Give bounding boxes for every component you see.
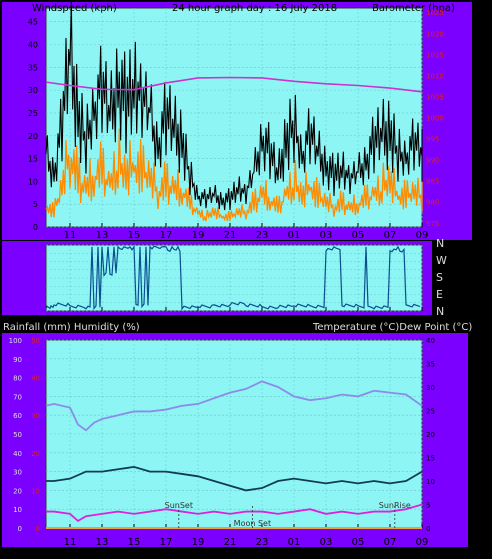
x-tick-label: 05 — [352, 230, 365, 241]
y2-tick-label: 30 — [426, 384, 435, 392]
x-tick-label: 03 — [320, 230, 333, 241]
y-tick-label: 0 — [33, 223, 38, 232]
compass-e: E — [436, 288, 443, 301]
y-tick-label: 30 — [28, 86, 38, 95]
x-tick-label: 05 — [352, 537, 365, 548]
x-tick-label: 11 — [64, 537, 77, 548]
y2-tick-label: 1015 — [426, 51, 444, 59]
chart-title: 24 hour graph day : 16 July 2018 — [172, 3, 337, 14]
x-tick-label: 03 — [320, 537, 333, 548]
y-tick-label: 90 — [13, 356, 22, 364]
marker-label: SunRise — [379, 501, 411, 510]
y2-tick-label: 25 — [426, 408, 435, 416]
y2-tick-label: 1025 — [426, 9, 444, 17]
temp-dew-axis-label: Temperature (°C)Dew Point (°C) — [312, 322, 472, 333]
y2-tick-label: 985 — [426, 178, 439, 186]
rain-tick-label: 40 — [31, 375, 40, 383]
y-tick-label: 5 — [33, 200, 38, 209]
x-tick-label: 11 — [64, 230, 77, 241]
y2-tick-label: 40 — [426, 337, 435, 345]
x-tick-label: 15 — [128, 230, 141, 241]
series-dewpoint — [46, 503, 423, 523]
x-tick-label: 09 — [416, 230, 429, 241]
series-barometer — [45, 76, 423, 93]
x-tick-label: 15 — [128, 537, 141, 548]
y-tick-label: 70 — [13, 393, 22, 401]
y-tick-label: 80 — [13, 375, 22, 383]
y-tick-label: 0 — [18, 525, 22, 533]
y-tick-label: 10 — [28, 177, 38, 186]
series-windspeed — [45, 0, 423, 211]
rain-humidity-axis-label: Rainfall (mm) Humidity (%) — [3, 322, 140, 333]
compass-n-bottom: N — [436, 305, 444, 318]
y2-tick-label: 1005 — [426, 93, 444, 101]
series-humidity — [45, 380, 423, 432]
rain-tick-label: 20 — [31, 450, 40, 458]
x-tick-label: 19 — [192, 537, 205, 548]
series-wind-direction — [45, 244, 421, 311]
y2-tick-label: 35 — [426, 361, 435, 369]
y-tick-label: 15 — [28, 155, 38, 164]
y-tick-label: 40 — [28, 41, 38, 50]
x-tick-label: 19 — [192, 230, 205, 241]
wind-axis-label: Windspeed (kph) — [32, 3, 117, 14]
y-tick-label: 20 — [13, 487, 22, 495]
y2-tick-label: 990 — [426, 157, 439, 165]
rain-tick-label: 0 — [36, 525, 40, 533]
rain-tick-label: 50 — [31, 337, 40, 345]
x-tick-label: 01 — [288, 537, 301, 548]
y2-tick-label: 1000 — [426, 115, 444, 123]
series-temperature — [46, 465, 423, 492]
x-tick-label: 13 — [96, 537, 109, 548]
y2-tick-label: 20 — [426, 431, 435, 439]
series-gust — [45, 128, 423, 222]
y2-tick-label: 995 — [426, 136, 439, 144]
compass-s: S — [436, 271, 443, 284]
y2-tick-label: 1020 — [426, 30, 444, 38]
marker-label: Moon Set — [234, 519, 271, 528]
barometer-axis-label: Barometer (hpa) — [372, 3, 455, 14]
rain-tick-label: 30 — [31, 412, 40, 420]
compass-n-top: N — [436, 237, 444, 250]
y-tick-label: 45 — [28, 18, 38, 27]
y-tick-label: 100 — [9, 337, 22, 345]
y2-tick-label: 10 — [426, 478, 435, 486]
y2-tick-label: 0 — [426, 525, 430, 533]
y2-tick-label: 15 — [426, 455, 435, 463]
x-tick-label: 17 — [160, 537, 173, 548]
x-tick-label: 21 — [224, 537, 237, 548]
rain-tick-label: 10 — [31, 487, 40, 495]
x-tick-label: 21 — [224, 230, 237, 241]
x-tick-label: 09 — [416, 537, 429, 548]
x-tick-label: 07 — [384, 537, 397, 548]
y2-tick-label: 1010 — [426, 72, 444, 80]
y-tick-label: 10 — [13, 506, 22, 514]
y2-tick-label: 975 — [426, 220, 439, 228]
y2-tick-label: 980 — [426, 199, 439, 207]
compass-w: W — [436, 254, 447, 267]
y-tick-label: 40 — [13, 450, 22, 458]
y-tick-label: 60 — [13, 412, 22, 420]
y-tick-label: 50 — [13, 431, 22, 439]
x-tick-label: 23 — [256, 230, 269, 241]
x-tick-label: 17 — [160, 230, 173, 241]
marker-label: SunSet — [165, 501, 193, 510]
x-tick-label: 01 — [288, 230, 301, 241]
y-tick-label: 35 — [28, 63, 38, 72]
y-tick-label: 20 — [28, 132, 38, 141]
x-tick-label: 07 — [384, 230, 397, 241]
x-tick-label: 13 — [96, 230, 109, 241]
y-tick-label: 30 — [13, 469, 22, 477]
y-tick-label: 25 — [28, 109, 38, 118]
x-tick-label: 23 — [256, 537, 269, 548]
y2-tick-label: 5 — [426, 502, 430, 510]
